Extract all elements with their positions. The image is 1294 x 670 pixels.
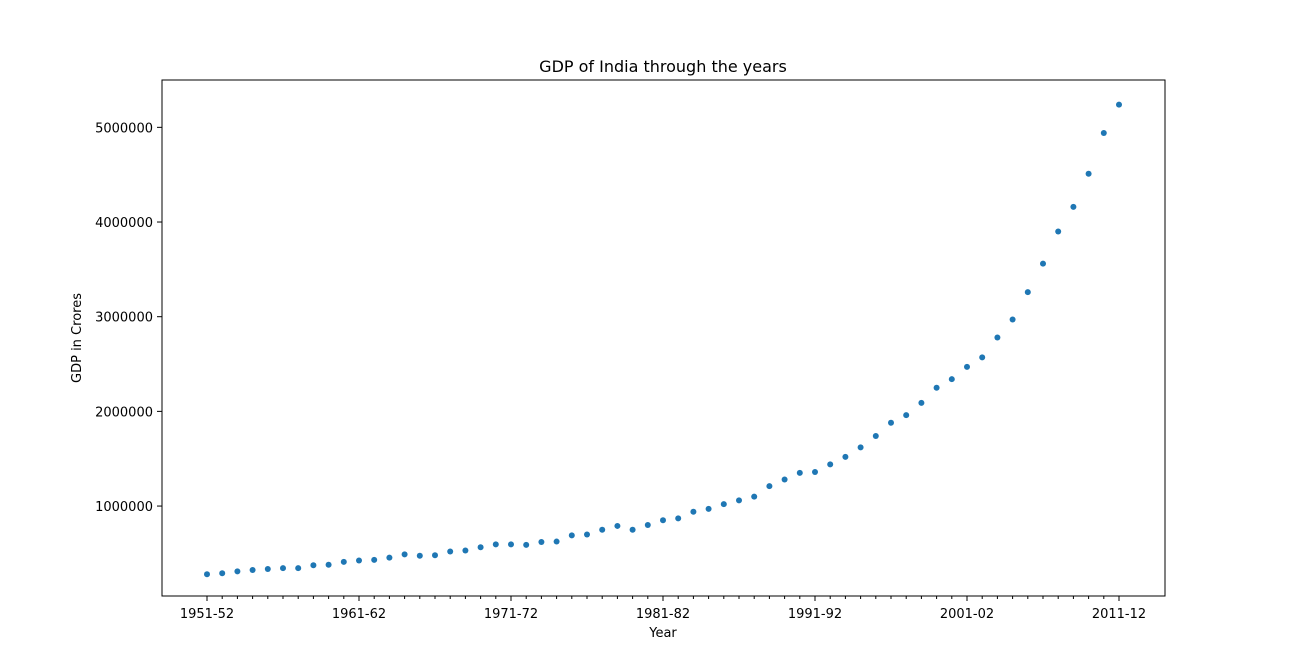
data-point	[736, 497, 742, 504]
y-axis-label: GDP in Crores	[70, 293, 85, 383]
data-point	[751, 493, 758, 500]
data-point	[979, 354, 986, 361]
data-point	[827, 461, 834, 468]
data-point	[948, 376, 955, 383]
data-point	[1100, 130, 1107, 137]
x-tick-label: 1971-72	[484, 607, 538, 622]
data-point	[249, 566, 256, 573]
data-point	[432, 552, 438, 559]
data-point	[660, 517, 666, 524]
data-point	[1116, 101, 1122, 108]
x-tick-label: 1961-62	[332, 607, 386, 622]
x-tick-label: 1991-92	[788, 607, 842, 622]
y-tick-label: 3000000	[95, 311, 153, 326]
y-axis-ticks: 1000000 2000000 3000000 4000000 5000000	[95, 121, 162, 515]
data-point	[219, 570, 226, 577]
data-point	[234, 568, 241, 575]
data-point	[447, 548, 454, 555]
data-point	[280, 565, 286, 572]
x-axis-ticks: 1951-52 1961-62 1971-72 1981-82 1991-92 2001-…	[180, 596, 1146, 622]
data-point	[918, 399, 925, 406]
data-point	[295, 565, 302, 572]
data-point	[264, 566, 271, 573]
data-point	[1055, 228, 1062, 235]
data-point	[903, 412, 910, 419]
chart-title: GDP of India through the years	[539, 57, 787, 76]
x-tick-label: 1981-82	[636, 607, 690, 622]
data-point	[599, 526, 606, 533]
data-point	[690, 508, 697, 515]
data-point	[614, 522, 621, 529]
data-point	[842, 453, 849, 460]
data-point	[781, 476, 788, 483]
data-point	[629, 526, 636, 533]
data-point	[568, 532, 575, 539]
data-point	[933, 384, 940, 391]
data-point	[1024, 289, 1031, 296]
data-point	[720, 501, 727, 508]
data-points	[204, 101, 1122, 578]
data-point	[796, 469, 803, 476]
data-point	[523, 541, 530, 548]
data-point	[538, 539, 545, 546]
x-tick-label: 2011-12	[1092, 607, 1146, 622]
data-point	[1070, 203, 1077, 210]
x-tick-label: 2001-02	[940, 607, 994, 622]
y-tick-label: 5000000	[95, 121, 153, 136]
data-point	[356, 557, 362, 564]
plot-area-frame	[161, 79, 1166, 597]
data-point	[766, 483, 773, 490]
data-point	[477, 544, 484, 551]
data-point	[1040, 260, 1046, 267]
data-point	[386, 554, 393, 561]
data-point	[340, 558, 347, 565]
x-axis-label: Year	[648, 626, 677, 641]
data-point	[675, 515, 682, 522]
y-tick-label: 2000000	[95, 405, 153, 420]
data-point	[371, 556, 378, 563]
data-point	[310, 562, 317, 569]
data-point	[416, 552, 423, 559]
data-point	[964, 363, 970, 370]
data-point	[508, 541, 514, 548]
data-point	[812, 468, 818, 475]
y-tick-label: 1000000	[95, 500, 153, 515]
data-point	[857, 444, 864, 451]
data-point	[1085, 170, 1092, 177]
data-point	[325, 561, 332, 568]
data-point	[994, 334, 1001, 341]
x-tick-label: 1951-52	[180, 607, 234, 622]
data-point	[553, 538, 560, 545]
data-point	[872, 432, 879, 439]
data-point	[204, 571, 210, 578]
data-point	[705, 505, 712, 512]
data-point	[492, 541, 499, 548]
data-point	[888, 419, 894, 426]
data-point	[644, 521, 651, 528]
data-point	[462, 547, 469, 554]
y-tick-label: 4000000	[95, 216, 153, 231]
data-point	[584, 531, 590, 538]
data-point	[401, 551, 408, 558]
data-point	[1009, 316, 1016, 323]
